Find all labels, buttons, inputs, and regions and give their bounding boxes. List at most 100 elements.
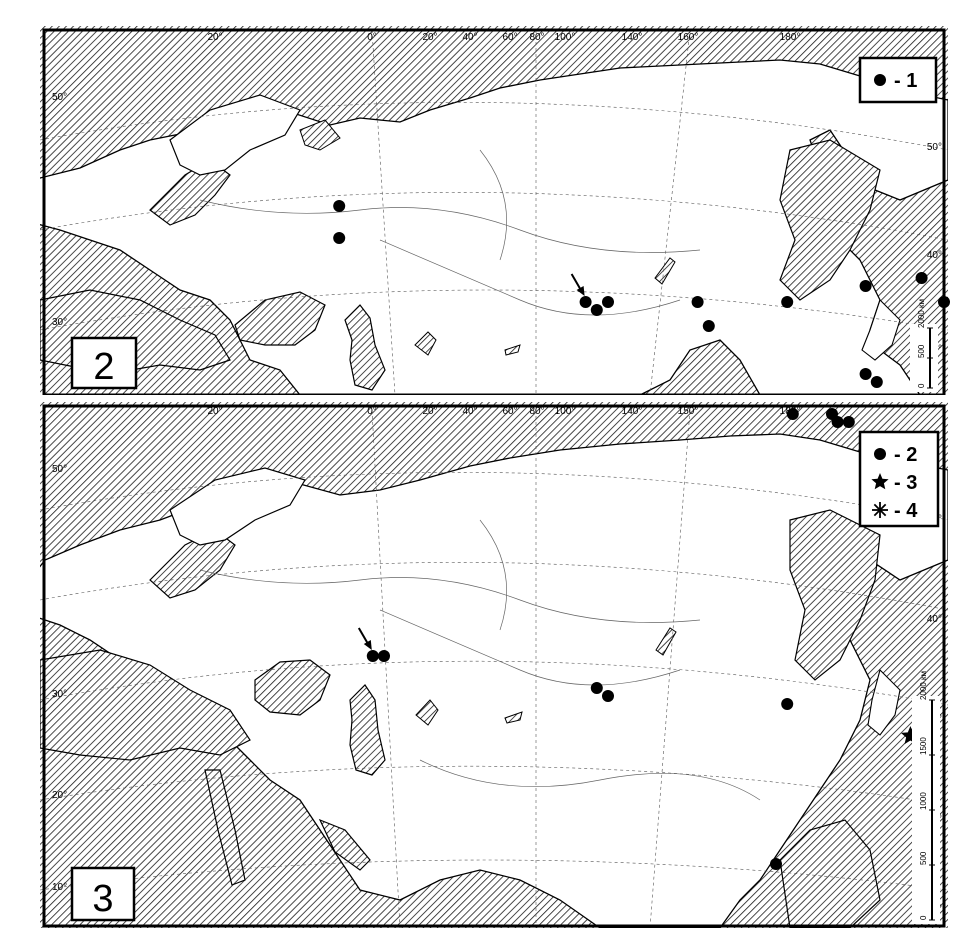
markers-layer: [333, 200, 950, 870]
longitude-label: 80°: [529, 406, 544, 417]
site-dot-icon: [579, 296, 592, 308]
latitude-label-left: 30°: [52, 689, 67, 700]
overlay-layer: 2 - 1 0 500 2000 км 3 - 2 - 3 - 4 0 500 1000 1500 200…: [70, 56, 940, 924]
latitude-label-right: 40°: [927, 614, 942, 625]
longitude-label: 100°: [555, 406, 576, 417]
lake-balkhash: [504, 344, 521, 356]
legend-label: - 3: [894, 472, 917, 494]
aral-sea: [414, 331, 437, 356]
longitude-label: 60°: [502, 32, 517, 43]
site-dot-icon: [691, 296, 704, 308]
legend-asterisk-icon: [872, 502, 888, 518]
scandinavia: [169, 94, 301, 176]
mediterranean-sea: [40, 649, 251, 761]
white-sea: [299, 119, 341, 151]
eurasia-landmass: [40, 433, 948, 928]
site-dot-icon: [333, 200, 346, 212]
site-dot-icon: [602, 690, 614, 702]
legend-dot-icon: [874, 74, 886, 86]
persian-gulf: [318, 818, 371, 871]
political-borders: [199, 519, 761, 801]
site-dot-icon: [938, 296, 950, 308]
south-china-sea: [779, 819, 881, 928]
pointer-arrow-icon: [570, 273, 585, 296]
longitude-label: 20°: [422, 32, 437, 43]
panel-3-frame: [42, 404, 946, 928]
latitude-label-left: 30°: [52, 317, 67, 328]
longitude-label: 160°: [678, 32, 699, 43]
latitude-label-right: 40°: [927, 250, 942, 261]
scale-label: 1000: [919, 792, 928, 810]
baltic-sea: [149, 159, 231, 226]
latitude-label-right: 50°: [927, 142, 942, 153]
panel-2: [40, 26, 948, 395]
japan-islands: [867, 668, 901, 736]
latitude-label-left: 20°: [52, 790, 67, 801]
longitude-label: 60°: [502, 406, 517, 417]
legend-label: - 1: [894, 70, 917, 92]
panel-label-box: [70, 336, 138, 390]
site-dot-icon: [781, 296, 794, 308]
longitude-label: 40°: [462, 406, 477, 417]
longitude-label: 20°: [207, 406, 222, 417]
scale-label: 500: [917, 344, 926, 358]
aral-sea: [415, 699, 439, 726]
longitude-label: 20°: [207, 32, 222, 43]
site-dot-icon: [859, 280, 872, 292]
scale-label: 0: [917, 383, 926, 388]
baltic-sea: [149, 529, 236, 599]
scale-label: 0: [919, 915, 928, 920]
lake-baikal: [654, 257, 676, 285]
graticule: [40, 409, 948, 928]
site-dot-icon: [770, 858, 782, 870]
site-dot-icon: [378, 650, 390, 662]
legend-dot-icon: [874, 448, 886, 460]
black-sea: [234, 291, 326, 346]
site-dot-icon: [859, 368, 872, 380]
site-dot-icon: [831, 416, 844, 428]
panel-2-frame: [42, 28, 946, 395]
graticule: [40, 29, 948, 395]
latitude-label-left: 50°: [52, 464, 67, 475]
site-dot-icon: [786, 408, 799, 420]
site-dot-icon: [915, 272, 928, 284]
panel-label-box: [70, 866, 136, 922]
site-dot-icon: [366, 650, 379, 662]
panel-label: 3: [92, 878, 113, 920]
longitude-label: 140°: [622, 406, 643, 417]
scale-bar-bg: [910, 324, 938, 392]
caspian-sea: [344, 304, 386, 391]
longitude-label: 20°: [422, 406, 437, 417]
site-dot-icon: [333, 232, 346, 244]
longitude-label: 40°: [462, 32, 477, 43]
scale-label: 2000 км: [917, 299, 926, 328]
pointer-arrow-icon: [357, 627, 372, 650]
site-dot-icon: [870, 376, 883, 388]
scandinavia: [169, 467, 306, 546]
site-dot-icon: [702, 320, 715, 332]
longitude-label: 0°: [367, 406, 377, 417]
political-borders: [199, 149, 701, 316]
scale-label: 500: [919, 851, 928, 865]
scale-label: 2000 км: [919, 671, 928, 700]
longitude-label: 150°: [678, 406, 699, 417]
latitude-label-left: 10°: [52, 882, 67, 893]
site-dot-icon: [602, 296, 614, 308]
black-sea: [254, 659, 331, 716]
site-dot-icon: [590, 682, 603, 694]
latitude-label-left: 50°: [52, 92, 67, 103]
caspian-sea: [349, 684, 386, 776]
site-dot-icon: [842, 416, 855, 428]
japan-islands: [861, 298, 901, 361]
longitude-label: 80°: [529, 32, 544, 43]
scale-bar-bg: [912, 696, 940, 924]
red-sea: [204, 769, 246, 886]
scale-label: 1500: [919, 737, 928, 755]
panel-label: 2: [93, 346, 114, 388]
panel-3: [40, 402, 948, 928]
legend-label: - 2: [894, 444, 917, 466]
longitude-label: 0°: [367, 32, 377, 43]
lake-balkhash: [504, 711, 523, 724]
